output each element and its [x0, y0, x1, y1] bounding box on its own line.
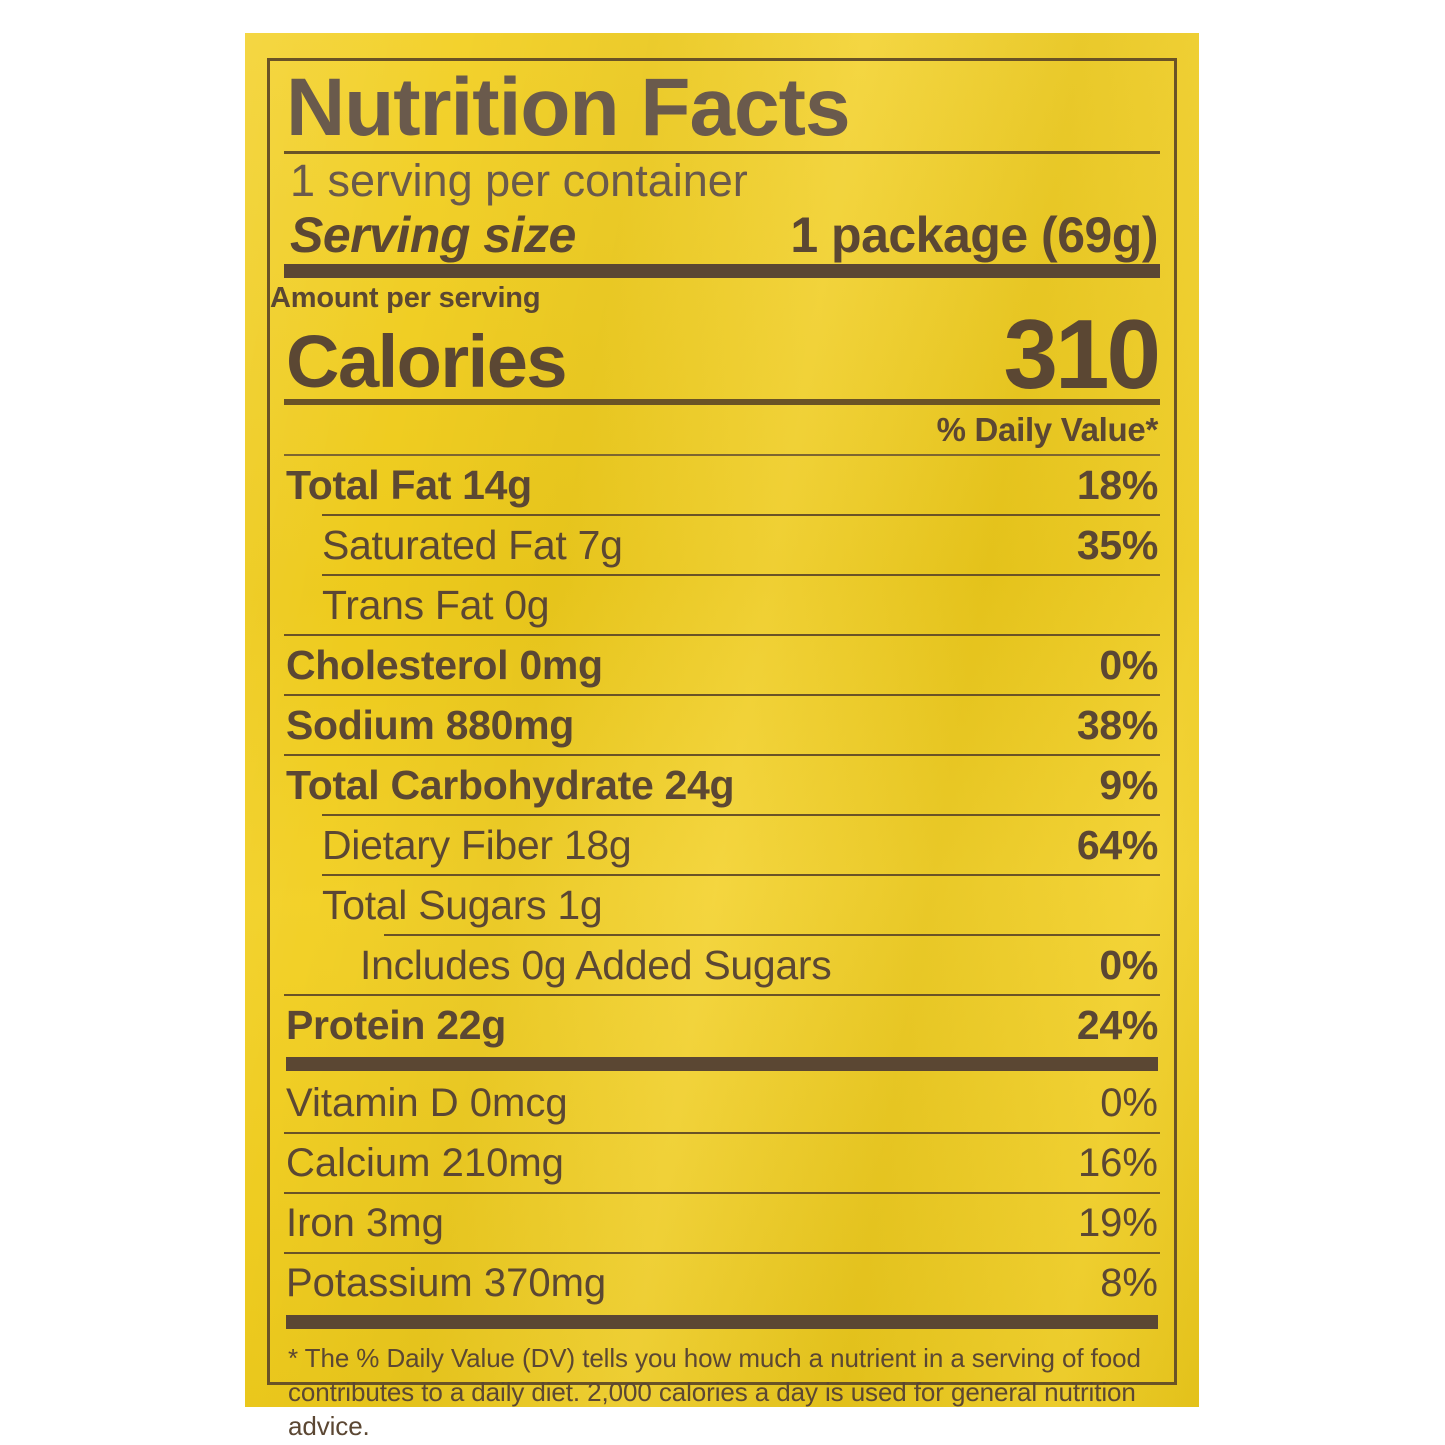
micronutrient-section-divider	[286, 1057, 1158, 1072]
micronutrient-name: Calcium 210mg	[286, 1141, 564, 1186]
row-divider	[284, 634, 1160, 637]
micronutrient-daily-value: 19%	[1077, 1201, 1158, 1246]
nutrient-name: Total Sugars 1g	[322, 882, 603, 929]
nutrient-row: Cholesterol 0mg 0%	[284, 636, 1160, 694]
nutrient-daily-value: 18%	[1076, 462, 1158, 509]
nutrient-row: Total Carbohydrate 24g 9%	[284, 756, 1160, 814]
calories-row: Calories 310	[286, 299, 1161, 410]
micronutrient-row: Vitamin D 0mcg 0%	[284, 1074, 1160, 1132]
nutrient-row: Sodium 880mg 38%	[284, 696, 1160, 754]
row-divider	[322, 514, 1160, 517]
footnote-divider	[286, 1315, 1158, 1330]
daily-value-divider	[284, 454, 1160, 457]
micronutrient-row: Potassium 370mg 8%	[284, 1254, 1160, 1312]
row-divider	[284, 694, 1160, 697]
title-divider	[284, 150, 1160, 154]
nutrition-facts-label: Nutrition Facts 1 serving per container …	[267, 58, 1177, 1441]
row-divider	[284, 1192, 1160, 1195]
nutrient-row: Total Sugars 1g	[284, 876, 1160, 934]
nutrient-row: Trans Fat 0g	[284, 576, 1160, 634]
daily-value-footnote: * The % Daily Value (DV) tells you how m…	[288, 1343, 1141, 1442]
micronutrient-name: Potassium 370mg	[286, 1261, 607, 1306]
micronutrient-row: Calcium 210mg 16%	[284, 1134, 1160, 1192]
nutrient-daily-value: 0%	[1099, 642, 1158, 689]
nutrient-daily-value: 9%	[1099, 762, 1158, 809]
servings-per-container: 1 serving per container	[290, 154, 748, 206]
nutrient-name: Cholesterol 0mg	[286, 642, 603, 689]
serving-size-value: 1 package (69g)	[790, 207, 1158, 264]
nutrient-name: Dietary Fiber 18g	[322, 822, 632, 869]
calories-divider	[284, 399, 1160, 406]
serving-size-label: Serving size	[290, 207, 576, 264]
daily-value-header: % Daily Value*	[936, 411, 1159, 449]
row-divider	[322, 874, 1160, 877]
calories-label: Calories	[286, 320, 568, 404]
nutrient-row: Includes 0g Added Sugars 0%	[284, 936, 1160, 994]
nutrient-daily-value: 24%	[1076, 1002, 1158, 1049]
serving-section-divider	[284, 264, 1160, 279]
micronutrient-row: Iron 3mg 19%	[284, 1194, 1160, 1252]
row-divider	[322, 814, 1160, 817]
nutrient-name: Protein 22g	[286, 1002, 506, 1049]
nutrient-name: Total Carbohydrate 24g	[286, 762, 735, 809]
nutrient-list: Total Fat 14g 18% Saturated Fat 7g 35% Trans…	[284, 456, 1160, 1054]
row-divider	[284, 994, 1160, 997]
amount-per-serving-label: Amount per serving	[270, 282, 541, 315]
package-yellow-panel: Nutrition Facts 1 serving per container …	[245, 33, 1199, 1441]
nutrient-row: Total Fat 14g 18%	[284, 456, 1160, 514]
row-divider	[284, 754, 1160, 757]
serving-size-row: Serving size 1 package (69g)	[290, 206, 1158, 264]
micronutrient-name: Vitamin D 0mcg	[286, 1081, 568, 1126]
row-divider	[384, 934, 1160, 937]
row-divider	[284, 1252, 1160, 1255]
micronutrient-list: Vitamin D 0mcg 0% Calcium 210mg 16% Iron 3mg…	[284, 1074, 1160, 1312]
nutrient-name: Trans Fat 0g	[322, 582, 550, 629]
nutrient-name: Sodium 880mg	[286, 702, 575, 749]
nutrient-name: Total Fat 14g	[286, 462, 532, 509]
row-divider	[322, 574, 1160, 577]
nutrient-row: Protein 22g 24%	[284, 996, 1160, 1054]
nutrient-name: Saturated Fat 7g	[322, 522, 623, 569]
nutrient-daily-value: 35%	[1076, 522, 1158, 569]
row-divider	[284, 1132, 1160, 1135]
page-title: Nutrition Facts	[286, 62, 851, 153]
nutrient-name: Includes 0g Added Sugars	[360, 942, 832, 989]
calories-value: 310	[1003, 299, 1161, 410]
nutrient-row: Dietary Fiber 18g 64%	[284, 816, 1160, 874]
micronutrient-name: Iron 3mg	[286, 1201, 444, 1246]
nutrient-daily-value: 64%	[1076, 822, 1158, 869]
micronutrient-daily-value: 16%	[1077, 1141, 1158, 1186]
micronutrient-daily-value: 8%	[1100, 1261, 1158, 1306]
nutrient-daily-value: 0%	[1099, 942, 1158, 989]
nutrient-row: Saturated Fat 7g 35%	[284, 516, 1160, 574]
nutrient-daily-value: 38%	[1076, 702, 1158, 749]
micronutrient-daily-value: 0%	[1100, 1081, 1158, 1126]
